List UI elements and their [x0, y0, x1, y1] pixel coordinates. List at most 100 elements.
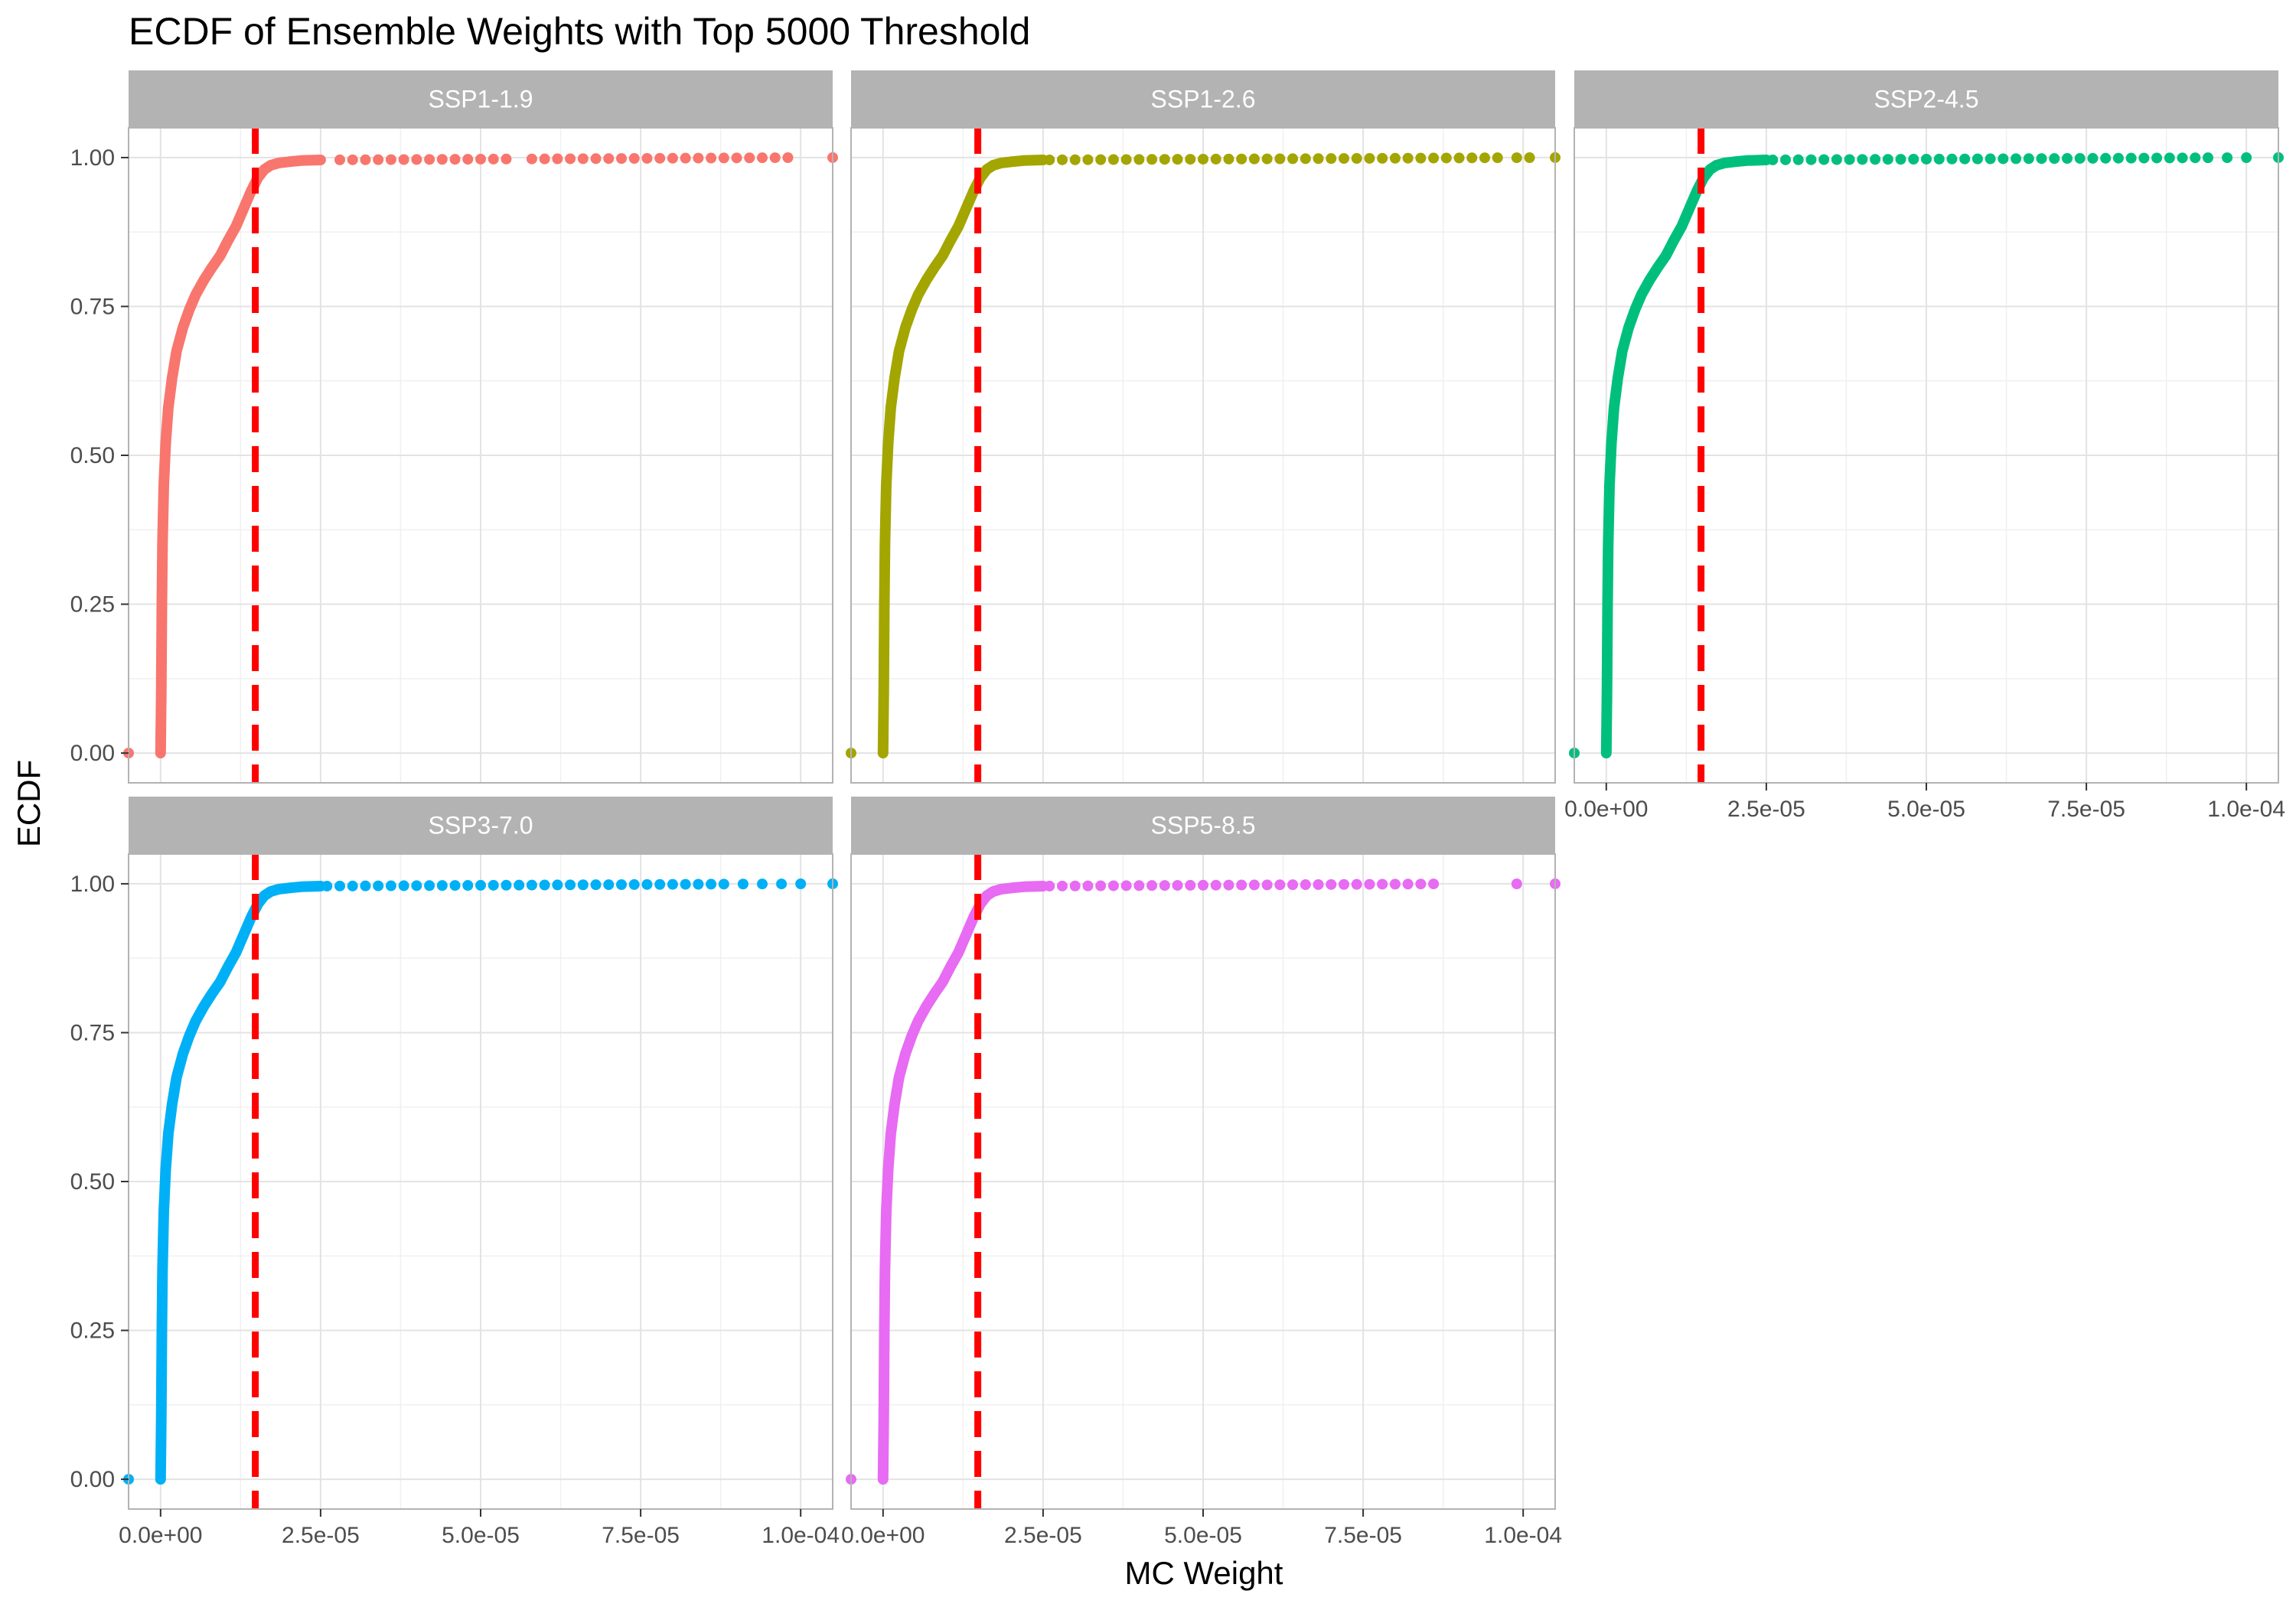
- ecdf-point: [680, 152, 691, 164]
- ecdf-point: [449, 880, 461, 892]
- x-tick-label: 7.5e-05: [602, 1523, 680, 1548]
- x-tick-label: 2.5e-05: [282, 1523, 360, 1548]
- ecdf-point: [2074, 152, 2086, 164]
- ecdf-point: [1274, 153, 1286, 165]
- ecdf-point: [1082, 880, 1094, 892]
- ecdf-point: [1107, 154, 1119, 165]
- ecdf-point: [1857, 154, 1868, 165]
- ecdf-point: [1146, 880, 1158, 892]
- ecdf-point: [1921, 153, 1932, 165]
- ecdf-point: [1780, 154, 1791, 165]
- x-tick-label: 1.0e-04: [2207, 797, 2285, 822]
- ecdf-point: [667, 152, 678, 164]
- ecdf-point: [1933, 153, 1945, 165]
- ecdf-point: [2203, 152, 2213, 164]
- ecdf-point: [577, 879, 589, 891]
- ecdf-point: [1389, 152, 1401, 164]
- ecdf-point: [1236, 879, 1247, 891]
- ecdf-point: [1133, 880, 1145, 892]
- facet-strip-label: SSP3-7.0: [429, 812, 533, 839]
- ecdf-point: [1946, 153, 1958, 165]
- ecdf-point: [1326, 153, 1337, 165]
- ecdf-point: [565, 879, 576, 891]
- y-tick-label: 0.00: [70, 741, 115, 766]
- facet-panel-ssp1-1-9: SSP1-1.9 0.00 0.25 0.50 0.75 1.00: [70, 70, 838, 784]
- ecdf-point: [2062, 153, 2073, 165]
- y-tick-label: 0.50: [70, 443, 115, 468]
- x-tick-label: 0.0e+00: [841, 1523, 925, 1548]
- ecdf-point: [1172, 879, 1183, 891]
- facet-strip: [851, 797, 1555, 854]
- ecdf-point: [757, 878, 768, 890]
- ecdf-point: [603, 153, 615, 165]
- ecdf-point: [2087, 152, 2099, 164]
- ecdf-point: [782, 152, 794, 163]
- facet-strip: [129, 797, 833, 854]
- ecdf-point: [1095, 880, 1107, 892]
- ecdf-point: [385, 880, 396, 892]
- x-tick-label: 1.0e-04: [762, 1523, 840, 1548]
- ecdf-point: [1511, 878, 1522, 890]
- ecdf-point: [1453, 152, 1465, 164]
- facet-panels: SSP1-1.9 0.00 0.25 0.50 0.75 1.00 SSP1-2.6 SSP2…: [70, 70, 2285, 1548]
- ecdf-point: [667, 878, 678, 890]
- ecdf-point: [385, 154, 396, 165]
- ecdf-point: [1172, 154, 1183, 165]
- ecdf-point: [475, 153, 486, 165]
- ecdf-point: [1466, 152, 1478, 164]
- x-tick-label: 7.5e-05: [2047, 797, 2125, 822]
- ecdf-point: [1998, 153, 2009, 165]
- facet-panel-ssp2-4-5: SSP2-4.5 0.0e+00 2.5e-05 5.0e-05 7.5e-05 1.0e…: [1564, 70, 2285, 822]
- ecdf-point: [1870, 154, 1881, 165]
- ecdf-point: [1095, 154, 1107, 165]
- y-tick-label: 0.75: [70, 294, 115, 319]
- y-tick-label: 0.75: [70, 1020, 115, 1045]
- ecdf-point: [1082, 154, 1094, 165]
- ecdf-point: [501, 879, 512, 891]
- ecdf-point: [424, 880, 435, 892]
- ecdf-point: [462, 880, 474, 892]
- ecdf-point: [334, 880, 345, 892]
- ecdf-point: [501, 153, 512, 165]
- ecdf-point: [2190, 152, 2201, 164]
- ecdf-point: [462, 154, 474, 165]
- ecdf-point: [411, 154, 422, 165]
- ecdf-point: [2222, 152, 2233, 164]
- ecdf-point: [1069, 880, 1081, 892]
- ecdf-point: [1313, 878, 1324, 890]
- ecdf-curve: [1600, 155, 1772, 759]
- ecdf-point: [1159, 154, 1170, 165]
- ecdf-point: [565, 153, 576, 165]
- ecdf-point: [373, 154, 384, 165]
- ecdf-point: [744, 152, 755, 164]
- ecdf-point: [1908, 154, 1919, 165]
- ecdf-point: [776, 878, 788, 890]
- ecdf-point: [2138, 152, 2150, 164]
- x-tick-label: 5.0e-05: [1887, 797, 1965, 822]
- ecdf-point: [654, 152, 666, 164]
- facet-panel-ssp5-8-5: SSP5-8.5 0.0e+00 2.5e-05 5.0e-05 7.5e-05 1.0e…: [841, 797, 1562, 1548]
- ecdf-point: [1428, 152, 1440, 164]
- ecdf-point: [737, 878, 748, 890]
- ecdf-point: [360, 154, 371, 165]
- ecdf-point: [1805, 154, 1817, 165]
- ecdf-point: [590, 153, 602, 165]
- y-tick-label: 1.00: [70, 145, 115, 171]
- ecdf-point: [1274, 879, 1286, 891]
- ecdf-curve: [155, 881, 326, 1485]
- ecdf-point: [424, 154, 435, 165]
- ecdf-point: [1351, 878, 1362, 890]
- ecdf-point: [731, 152, 742, 164]
- ecdf-point: [398, 154, 409, 165]
- ecdf-point: [1313, 153, 1324, 165]
- ecdf-curve: [155, 155, 326, 759]
- ecdf-point: [526, 153, 537, 165]
- ecdf-point: [1844, 154, 1855, 165]
- facet-strip-label: SSP1-2.6: [1151, 86, 1256, 113]
- ecdf-point: [2125, 152, 2137, 164]
- ecdf-point: [526, 879, 537, 891]
- y-tick-label: 0.25: [70, 592, 115, 618]
- ecdf-point: [769, 152, 781, 164]
- ecdf-point: [1248, 153, 1260, 165]
- ecdf-point: [1057, 880, 1068, 892]
